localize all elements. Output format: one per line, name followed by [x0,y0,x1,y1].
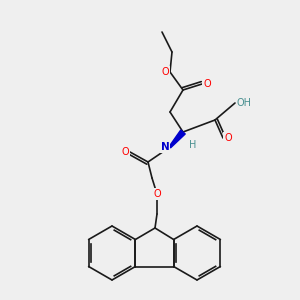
Text: O: O [153,189,161,199]
Text: N: N [160,142,169,152]
Text: OH: OH [236,98,251,108]
Text: O: O [161,67,169,77]
Text: O: O [203,79,211,89]
Text: O: O [121,147,129,157]
Text: H: H [189,140,197,150]
Text: O: O [224,133,232,143]
Polygon shape [169,130,185,148]
